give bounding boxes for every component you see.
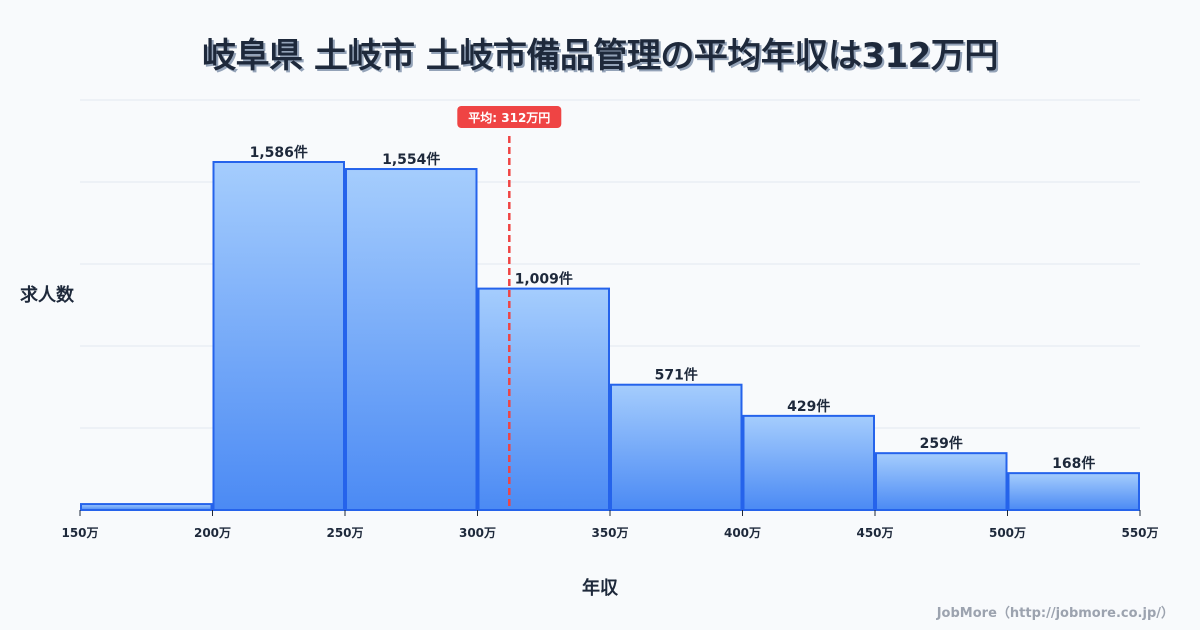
- x-tick-label: 200万: [194, 526, 231, 540]
- histogram-bar: [742, 414, 875, 512]
- histogram-bar: [875, 452, 1008, 511]
- mean-badge-label: 平均: 312万円: [468, 110, 550, 125]
- x-tick-label: 450万: [856, 526, 893, 540]
- bar-value-label: 429件: [787, 398, 830, 415]
- bar-value-label: 571件: [655, 367, 698, 384]
- mean-badge: [457, 106, 562, 128]
- histogram-bar: [1007, 472, 1140, 511]
- x-axis-ticks: 150万 200万 250万 300万 350万 400万 450万 500万 550万: [61, 510, 1159, 540]
- bar-value-label: 168件: [1052, 455, 1095, 472]
- x-tick-label: 400万: [724, 526, 761, 540]
- source-credit: JobMore（http://jobmore.co.jp/）: [936, 606, 1174, 621]
- histogram-bar: [80, 503, 213, 511]
- x-tick-label: 550万: [1121, 526, 1158, 540]
- bars: 1,586件 1,554件 1,009件 571件 429件 259件 168件: [80, 144, 1140, 512]
- histogram-bar: [477, 287, 610, 511]
- x-tick-label: 250万: [326, 526, 363, 540]
- mean-marker: 平均: 312万円: [457, 106, 562, 510]
- y-axis-label: 求人数: [20, 285, 74, 306]
- histogram-bar: [345, 168, 478, 512]
- bar-value-label: 1,009件: [515, 271, 573, 288]
- chart-title: 岐阜県 土岐市 土岐市備品管理の平均年収は312万円: [202, 36, 998, 76]
- x-tick-label: 300万: [459, 526, 496, 540]
- histogram-bar: [212, 161, 345, 511]
- x-tick-label: 350万: [591, 526, 628, 540]
- x-tick-label: 150万: [61, 526, 98, 540]
- x-tick-label: 500万: [989, 526, 1026, 540]
- histogram-bar: [610, 383, 743, 511]
- bar-value-label: 259件: [920, 435, 963, 452]
- x-axis-label: 年収: [582, 578, 618, 599]
- bar-value-label: 1,586件: [250, 144, 308, 161]
- bar-value-label: 1,554件: [382, 151, 440, 168]
